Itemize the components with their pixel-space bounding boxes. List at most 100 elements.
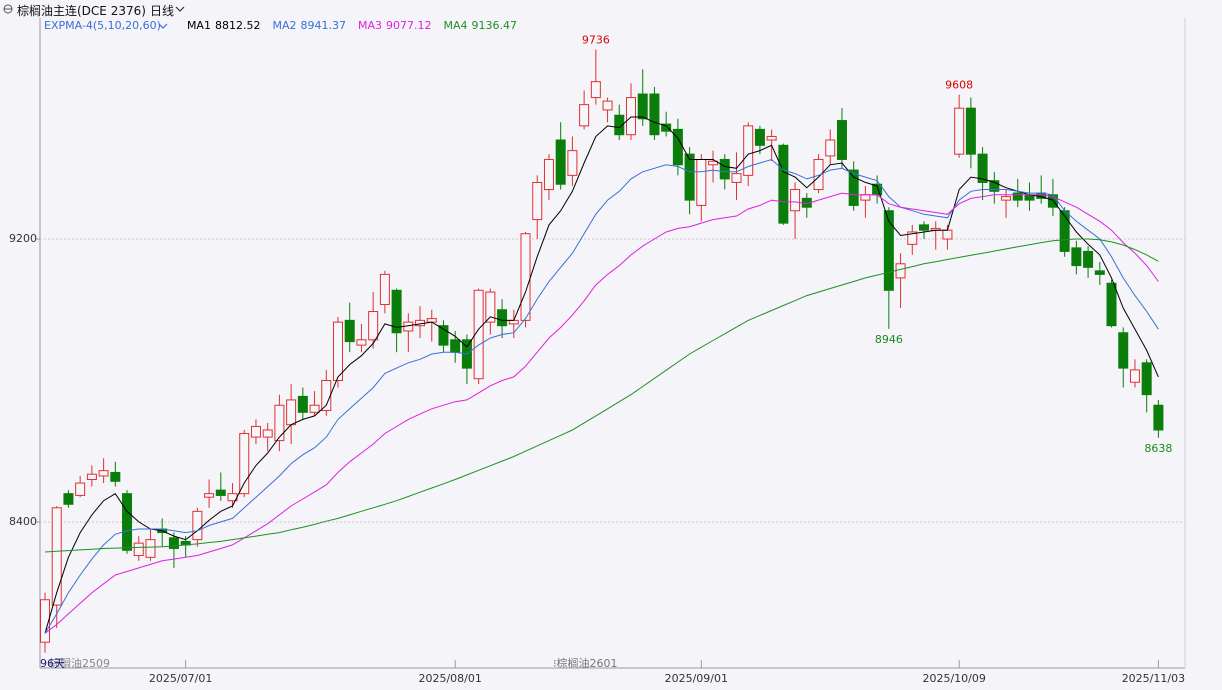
app-icon <box>3 4 13 14</box>
legend-value: 9077.12 <box>385 19 432 32</box>
x-tick-label: 2025/07/01 <box>149 672 212 685</box>
legend-name: MA2 <box>272 19 297 32</box>
candle-body <box>743 125 754 176</box>
candle-body <box>567 150 578 176</box>
candle-body <box>532 181 543 221</box>
candle-body <box>145 539 156 558</box>
candle-body <box>919 224 929 231</box>
candle-body <box>626 97 636 136</box>
legend-value: 9136.47 <box>471 19 518 32</box>
candle-body <box>274 404 285 442</box>
y-tick-label: 9200 <box>9 232 37 245</box>
candle-body <box>825 139 836 157</box>
candle-body <box>75 482 86 496</box>
legend-item: MA3 9077.12 <box>358 19 432 32</box>
candle-body <box>438 325 449 346</box>
candle-body <box>895 263 906 279</box>
candle-body <box>204 493 215 498</box>
legend-name: MA4 <box>443 19 468 32</box>
candle-body <box>579 104 590 127</box>
period-dropdown[interactable] <box>175 6 185 12</box>
candle-body <box>543 158 554 191</box>
candle-body <box>450 339 461 353</box>
candle-body <box>391 289 402 334</box>
candle-body <box>708 160 719 166</box>
ma-line <box>44 116 1159 634</box>
candle-body <box>965 107 976 155</box>
candle-body <box>977 153 988 183</box>
candle-body <box>860 194 871 201</box>
candle-body <box>989 180 1000 192</box>
legend-name: MA1 <box>186 19 211 32</box>
candle-body <box>1129 369 1140 383</box>
candle-body <box>51 507 62 606</box>
legend-item: MA1 8812.52 <box>187 19 261 32</box>
indicator-name[interactable]: EXPMA-4(5,10,20,60) <box>44 19 161 32</box>
candle-body <box>192 510 203 541</box>
candle-body <box>1012 192 1023 201</box>
candle-body <box>813 158 824 191</box>
candle-body <box>1141 362 1152 396</box>
candle-body <box>215 489 226 496</box>
instrument-title: 棕榈油主连(DCE 2376) <box>17 4 146 18</box>
candle-body <box>836 120 847 160</box>
candle-body <box>286 399 297 426</box>
candle-body <box>356 339 367 346</box>
candle-body <box>86 473 97 481</box>
plot-area: 8400 9200 2025/07/01 2025/08/01 2025/09/01 20… <box>9 33 1185 685</box>
candle-body <box>309 404 320 413</box>
ma-line <box>44 158 1159 634</box>
candle-body <box>907 231 918 245</box>
period-label[interactable]: 日线 <box>150 4 175 18</box>
max-label: 9736 <box>582 33 610 46</box>
candle-body <box>954 107 965 155</box>
candle-body <box>485 291 496 323</box>
candle-body <box>684 153 695 201</box>
candle-body <box>168 537 179 549</box>
candle-body <box>790 189 801 212</box>
candle-body <box>333 321 343 381</box>
contract-label: 棕榈油2509 <box>49 657 110 670</box>
range-label: 96天 <box>40 657 65 670</box>
candle-body <box>778 144 789 224</box>
candle-body <box>883 210 894 291</box>
candle-body <box>719 158 730 180</box>
candle-body <box>122 493 133 551</box>
candle-body <box>1094 270 1105 275</box>
x-tick-label: 2025/11/03 <box>1122 672 1185 685</box>
max-label: 9608 <box>945 79 973 92</box>
candle-body <box>473 289 484 380</box>
candle-body <box>262 429 273 438</box>
candle-body <box>250 425 261 438</box>
candle-body <box>637 93 648 120</box>
legend: EXPMA-4(5,10,20,60) MA1 8812.52 MA2 8941.37… <box>44 19 517 32</box>
candle-body <box>731 173 742 183</box>
candle-body <box>239 433 250 495</box>
candle-body <box>133 542 144 557</box>
ma-line <box>44 192 1159 634</box>
legend-name: MA3 <box>357 19 382 32</box>
candle-body <box>848 169 859 206</box>
candle-body <box>297 395 308 413</box>
indicator-dropdown[interactable] <box>158 23 168 29</box>
legend-item: MA4 9136.47 <box>443 19 517 32</box>
candle-body <box>1001 196 1012 201</box>
candle-body <box>1106 282 1117 327</box>
candle-body <box>754 128 765 146</box>
candle-body <box>1083 250 1094 268</box>
candle-body <box>344 319 355 343</box>
min-label: 8638 <box>1144 442 1172 455</box>
candle-body <box>555 139 566 185</box>
min-label: 8946 <box>875 333 903 346</box>
candle-body <box>40 599 50 643</box>
candle-body <box>497 309 508 327</box>
candle-body <box>110 471 121 482</box>
legend-value: 8941.37 <box>300 19 346 32</box>
candle-body <box>696 158 707 206</box>
y-tick-label: 8400 <box>9 515 37 528</box>
contract-name: 棕榈油2601 <box>556 657 618 670</box>
candle-body <box>63 493 74 505</box>
ma-line <box>44 238 1159 553</box>
